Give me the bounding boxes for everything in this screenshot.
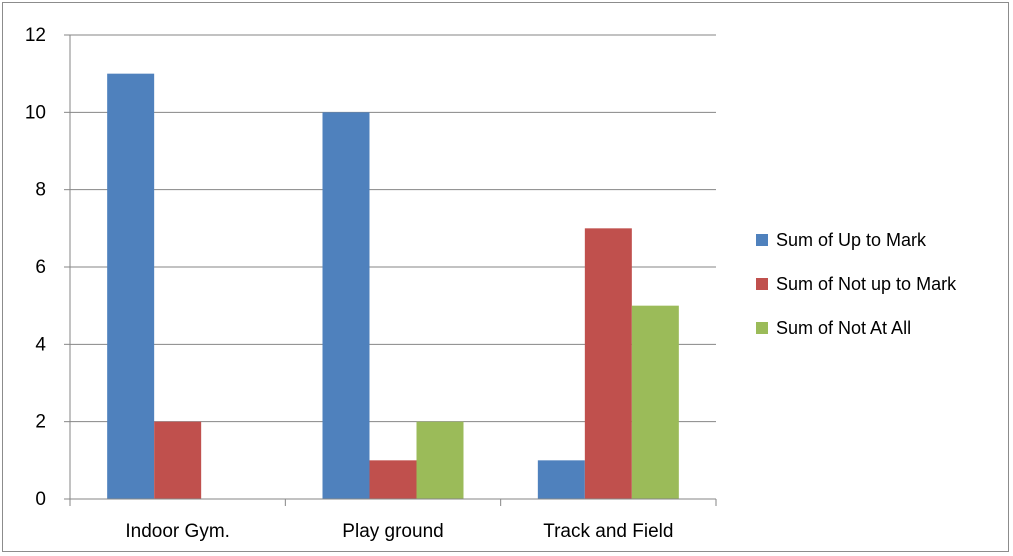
y-tick-label: 2 [35, 412, 46, 433]
bar-3-3 [631, 305, 679, 499]
bar-1-1 [107, 73, 155, 500]
y-tick-label: 6 [35, 257, 46, 278]
legend-swatch-2 [756, 278, 768, 290]
bar-2-2 [369, 460, 417, 499]
y-tick-label: 12 [25, 25, 46, 46]
bar-3-2 [416, 421, 464, 499]
legend-label-3: Sum of Not At All [776, 318, 911, 338]
y-tick-label: 4 [35, 334, 46, 355]
bar-2-1 [154, 421, 202, 499]
axes [69, 35, 717, 506]
legend: Sum of Up to Mark Sum of Not up to Mark Su… [756, 230, 957, 338]
x-tick-label: Play ground [342, 521, 443, 542]
bar-1-2 [322, 112, 370, 499]
y-tick-label: 8 [35, 180, 46, 201]
legend-swatch-3 [756, 322, 768, 334]
y-tick-label: 10 [25, 102, 46, 123]
bar-1-3 [537, 460, 585, 499]
bars [107, 73, 679, 500]
legend-swatch-1 [756, 234, 768, 246]
legend-label-2: Sum of Not up to Mark [776, 274, 957, 294]
x-tick-labels: Indoor Gym. Play ground Track and Field [125, 521, 673, 542]
y-tick-label: 0 [35, 489, 46, 510]
y-tick-labels: 0 2 4 6 8 10 12 [25, 25, 47, 510]
x-tick-label: Indoor Gym. [125, 521, 230, 542]
x-tick-label: Track and Field [543, 521, 673, 542]
bar-2-3 [584, 228, 632, 500]
legend-label-1: Sum of Up to Mark [776, 230, 927, 250]
